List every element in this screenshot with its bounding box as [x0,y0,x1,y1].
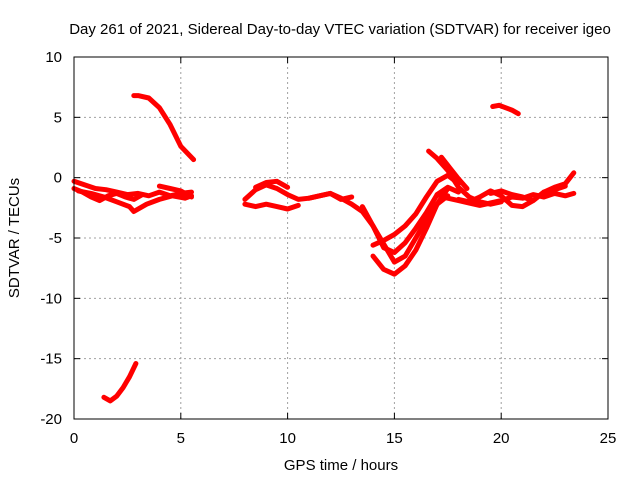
y-tick-label: -15 [40,351,62,368]
axis-ticks: 0 5 10 15 20 25 -20 -15 -10 -5 0 5 10 [40,49,616,447]
x-tick-label: 20 [493,430,510,447]
y-tick-label: 5 [54,109,62,126]
x-tick-label: 5 [177,430,185,447]
x-tick-label: 10 [279,430,296,447]
y-tick-label: -5 [49,230,62,247]
series-line-track-11 [359,184,461,255]
x-tick-label: 0 [70,430,78,447]
series-line-track-5 [131,93,197,163]
series-line-track-4 [156,183,194,200]
series-line-track-9 [253,178,291,190]
y-tick-label: 0 [54,170,62,187]
chart-title: Day 261 of 2021, Sidereal Day-to-day VTE… [69,21,611,38]
series-line-track-15 [438,154,470,191]
series-line-track-6 [101,361,139,404]
series-line-track-8 [242,201,301,212]
y-axis-label: SDTVAR / TECUs [6,178,23,298]
series-line-track-3 [75,188,194,214]
x-tick-label: 15 [386,430,403,447]
series-line-track-13 [370,172,461,248]
data-series [71,93,577,404]
series-line-track-19 [490,102,521,117]
x-tick-label: 25 [600,430,617,447]
y-tick-label: 10 [45,49,62,66]
y-tick-label: -10 [40,290,62,307]
grid [74,57,608,419]
y-tick-label: -20 [40,411,62,428]
series-line-track-18 [488,183,568,204]
x-axis-label: GPS time / hours [284,457,398,474]
series-line-track-12 [370,186,451,277]
